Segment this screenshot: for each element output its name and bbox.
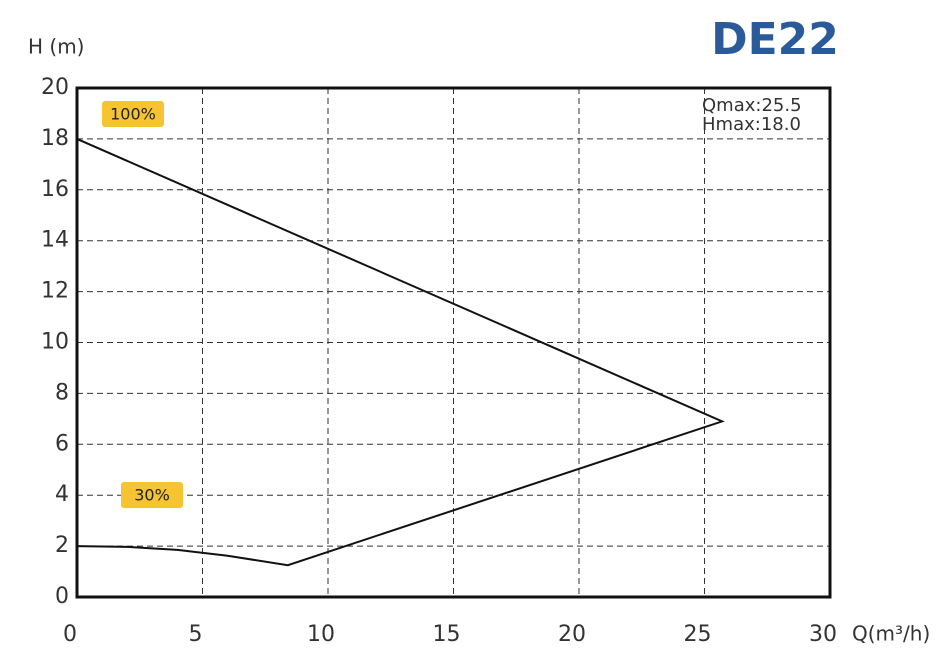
y-tick-label: 8 xyxy=(55,380,69,405)
y-tick-label: 6 xyxy=(55,431,69,456)
x-tick-label: 30 xyxy=(809,622,837,647)
annotation: Qmax:25.5 xyxy=(702,95,802,116)
y-tick-label: 2 xyxy=(55,533,69,558)
x-tick-label: 25 xyxy=(684,622,712,647)
x-tick-label: 15 xyxy=(433,622,461,647)
y-tick-label: 12 xyxy=(41,279,69,304)
badge-label: 30% xyxy=(134,486,170,505)
plot-frame xyxy=(75,86,832,599)
x-axis-label: Q(m³/h) xyxy=(852,622,930,646)
curve xyxy=(76,137,725,567)
y-tick-label: 16 xyxy=(41,177,69,202)
chart-title: DE22 xyxy=(711,14,839,65)
y-tick-label: 14 xyxy=(41,228,69,253)
x-tick-label: 0 xyxy=(63,622,77,647)
x-tick-label: 5 xyxy=(189,622,203,647)
x-tick-label: 20 xyxy=(558,622,586,647)
badge-label: 100% xyxy=(110,105,156,124)
y-tick-label: 20 xyxy=(41,75,69,100)
badge xyxy=(102,101,164,127)
y-tick-label: 4 xyxy=(55,482,69,507)
y-axis-label: H (m) xyxy=(28,35,84,59)
annotation: Hmax:18.0 xyxy=(702,114,801,135)
y-tick-label: 10 xyxy=(41,330,69,355)
badge xyxy=(121,482,183,508)
y-tick-label: 0 xyxy=(55,584,69,609)
x-tick-label: 10 xyxy=(307,622,335,647)
y-tick-label: 18 xyxy=(41,126,69,151)
